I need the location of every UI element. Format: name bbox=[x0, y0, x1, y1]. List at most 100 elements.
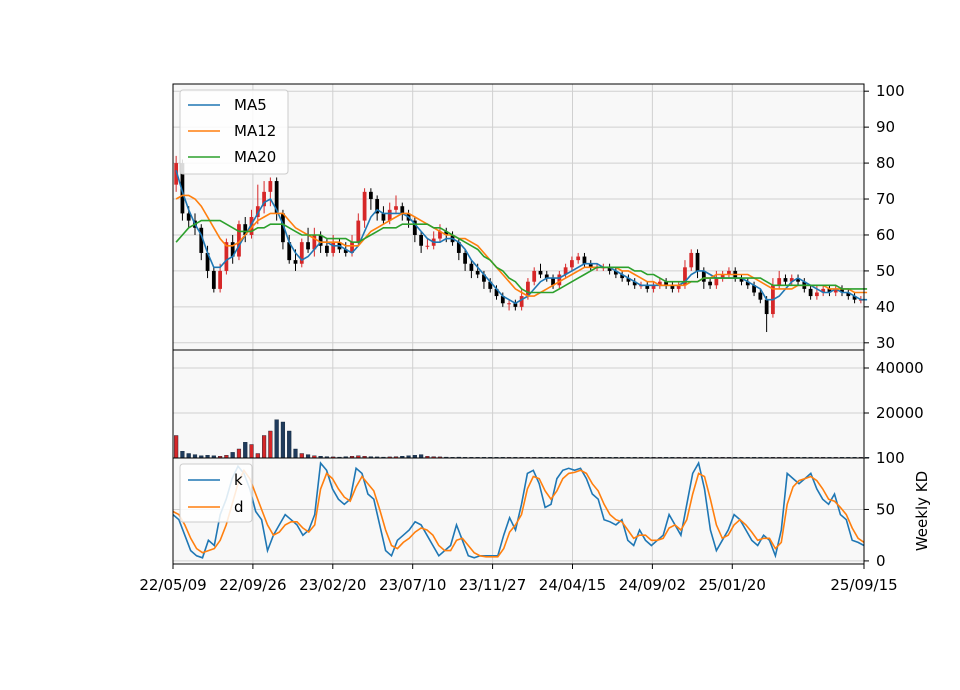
candle-body bbox=[274, 181, 279, 214]
volume-bar bbox=[262, 435, 267, 459]
candle-body bbox=[331, 242, 336, 253]
candle-body bbox=[613, 270, 618, 275]
candle-body bbox=[199, 227, 204, 253]
candle-body bbox=[670, 285, 675, 289]
candle-body bbox=[840, 288, 844, 293]
candle-body bbox=[356, 220, 361, 243]
kd-plot-area bbox=[173, 458, 864, 564]
candle-body bbox=[796, 278, 800, 282]
candle-body bbox=[186, 213, 191, 221]
candle-body bbox=[180, 163, 185, 214]
volume-bar bbox=[305, 454, 311, 459]
candle-body bbox=[281, 213, 285, 243]
x-tick-label: 22/09/26 bbox=[219, 576, 286, 594]
volume-bars bbox=[174, 419, 870, 459]
price-legend-box bbox=[179, 89, 289, 175]
candle-body bbox=[394, 206, 398, 210]
volume-bar bbox=[230, 452, 235, 459]
candle-body bbox=[500, 296, 505, 304]
volume-bar bbox=[243, 442, 248, 459]
volume-bar bbox=[419, 454, 424, 459]
kd-y-axis-label: Weekly KD bbox=[913, 471, 931, 551]
candle-body bbox=[224, 242, 229, 271]
volume-bar bbox=[299, 453, 304, 459]
candle-body bbox=[676, 285, 681, 289]
y-tick-label: 40 bbox=[876, 298, 895, 316]
volume-bar bbox=[268, 430, 273, 459]
candle-body bbox=[563, 267, 568, 275]
candle-body bbox=[664, 281, 669, 286]
candle-body bbox=[645, 285, 650, 289]
kd-legend: k d bbox=[179, 463, 253, 523]
candle-body bbox=[632, 281, 637, 286]
x-tick-label: 23/07/10 bbox=[379, 576, 446, 594]
volume-bar bbox=[255, 453, 260, 459]
candle-body bbox=[683, 267, 687, 286]
kd-lines bbox=[172, 460, 865, 559]
candle-body bbox=[513, 303, 518, 307]
volume-bar bbox=[280, 421, 286, 459]
candle-body bbox=[777, 278, 782, 286]
x-tick-label: 23/02/20 bbox=[299, 576, 366, 594]
candle-body bbox=[538, 270, 543, 275]
y-tick-label: 20000 bbox=[876, 404, 924, 422]
candle-body bbox=[551, 278, 555, 286]
candle-body bbox=[400, 206, 405, 214]
candle-body bbox=[808, 288, 813, 297]
candle-body bbox=[626, 278, 631, 282]
candle-body bbox=[739, 278, 744, 282]
candle-body bbox=[287, 242, 292, 261]
candle-body bbox=[243, 224, 248, 235]
candle-body bbox=[519, 296, 524, 307]
candle-body bbox=[211, 270, 216, 289]
candle-body bbox=[557, 274, 562, 286]
candle-body bbox=[714, 278, 719, 286]
volume-bar bbox=[236, 448, 242, 459]
candle-body bbox=[262, 191, 266, 207]
y-tick-label: 80 bbox=[876, 154, 895, 172]
candle-body bbox=[582, 256, 587, 264]
candle-body bbox=[532, 270, 537, 282]
legend-label-k: k bbox=[234, 471, 243, 489]
candle-body bbox=[507, 303, 511, 305]
volume-bar bbox=[186, 453, 191, 459]
y-tick-label: 100 bbox=[876, 449, 905, 467]
candle-body bbox=[299, 242, 304, 264]
y-tick-label: 100 bbox=[876, 82, 905, 100]
candle-body bbox=[456, 242, 461, 253]
ma-line-ma12 bbox=[175, 194, 868, 297]
candle-body bbox=[846, 292, 851, 297]
volume-bar bbox=[293, 448, 298, 459]
x-tick-label: 23/11/27 bbox=[459, 576, 526, 594]
legend-label-ma12: MA12 bbox=[234, 122, 276, 140]
price-legend: MA5 MA12 MA20 bbox=[179, 89, 289, 175]
candle-body bbox=[174, 163, 179, 185]
volume-panel: 20000 40000 bbox=[172, 349, 924, 459]
candle-body bbox=[412, 220, 417, 235]
kd-plot-frame bbox=[172, 457, 865, 565]
x-tick-label: 25/09/15 bbox=[830, 576, 897, 594]
candle-body bbox=[494, 288, 499, 297]
candle-body bbox=[368, 191, 373, 200]
legend-label-ma5: MA5 bbox=[234, 96, 267, 114]
x-tick-label: 25/01/20 bbox=[699, 576, 766, 594]
candle-body bbox=[821, 288, 826, 293]
candle-body bbox=[833, 288, 838, 293]
x-tick-label: 24/04/15 bbox=[539, 576, 606, 594]
candle-body bbox=[218, 270, 222, 289]
candle-body bbox=[318, 234, 323, 246]
ma-line-ma20 bbox=[175, 219, 868, 294]
volume-bar bbox=[274, 419, 279, 459]
volume-bar bbox=[287, 430, 292, 459]
candle-body bbox=[576, 256, 581, 261]
candle-body bbox=[570, 260, 574, 268]
candle-body bbox=[708, 281, 712, 286]
y-tick-label: 0 bbox=[876, 552, 886, 570]
candle-body bbox=[469, 263, 474, 271]
candle-body bbox=[237, 224, 241, 257]
volume-bar bbox=[249, 444, 254, 459]
candle-body bbox=[482, 274, 486, 282]
price-moving-averages bbox=[175, 170, 868, 305]
candle-body bbox=[526, 281, 530, 297]
